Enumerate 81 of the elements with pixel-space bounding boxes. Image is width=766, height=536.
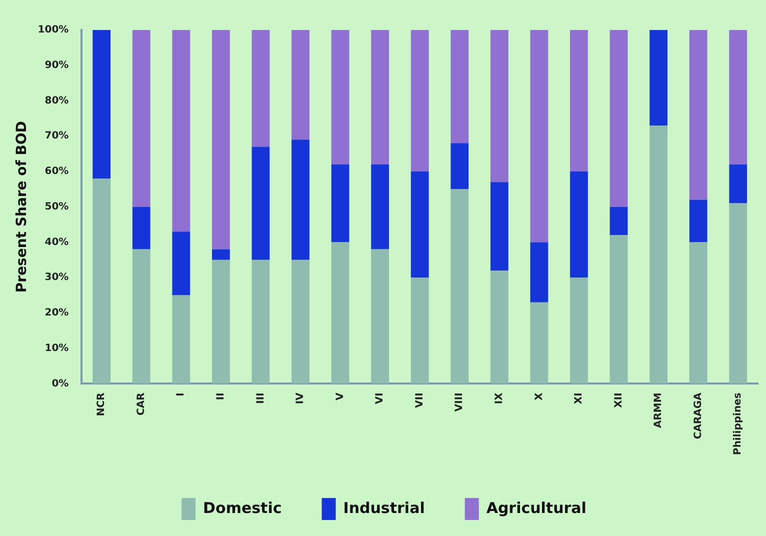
y-tick-label: 40% [44,236,69,248]
bar [729,164,748,204]
y-tick-label: 20% [44,308,69,319]
bar [610,30,628,207]
x-tick-label: X [534,392,545,400]
bar [610,206,628,236]
bar [371,30,390,164]
bar [689,242,708,384]
bar [490,182,508,270]
bar [92,178,111,384]
bar [530,302,548,384]
x-tick-label: Philippines [732,392,744,456]
bar [252,146,270,260]
y-tick-label: 50% [44,201,69,212]
x-tick-label: V [334,392,346,400]
bar [172,295,190,384]
x-tick-label: I [176,392,187,396]
bar [212,260,230,384]
x-tick-label: III [255,392,266,404]
y-tick-label: 10% [44,342,69,354]
bar [212,30,230,250]
bar [570,171,588,278]
y-tick-label: 0% [52,378,69,390]
bar [650,30,668,126]
bar [570,30,588,172]
bar [689,30,708,200]
bar [292,30,310,140]
y-tick-label: 90% [44,60,69,71]
x-tick-label: ARMM [653,392,664,428]
bar [371,164,390,250]
x-tick-label: IX [494,392,506,404]
bar [132,249,150,384]
bar [450,143,469,190]
x-tick-label: II [216,392,227,400]
bar [729,30,748,164]
bar [729,203,748,384]
bar [252,260,270,384]
bar [410,171,429,278]
y-axis-title: Present Share of BOD [14,121,30,293]
x-tick-label: CAR [136,392,147,416]
legend-label: Domestic [203,498,282,517]
bar [490,30,508,182]
bar [132,206,150,250]
bar [450,189,469,384]
x-tick-label: VII [414,392,426,408]
bar [172,30,190,232]
y-tick-label: 80% [44,95,69,106]
bar [410,278,429,384]
bar [212,249,230,260]
bar [530,30,548,242]
bar [172,232,190,296]
bar [610,235,628,384]
x-tick-label: IV [295,392,306,404]
bar [490,270,508,384]
bar [252,30,270,147]
legend-label: Industrial [343,498,425,517]
y-tick-label: 30% [44,272,69,284]
x-tick-label: XII [613,392,624,408]
bar [92,30,111,179]
bar [331,164,350,242]
bar [331,242,350,384]
bar [292,260,310,384]
bar [570,278,588,384]
bar [371,249,390,384]
y-tick-label: 70% [44,130,69,142]
x-tick-label: XI [574,392,585,404]
bar [650,125,668,384]
legend-label: Agricultural [486,498,586,517]
x-tick-label: CARAGA [692,392,704,440]
x-tick-label: VI [374,392,386,404]
x-tick-label: VIII [454,392,466,412]
bar [689,200,708,242]
bar [410,30,429,172]
y-tick-label: 100% [38,24,69,36]
x-tick-label: NCR [96,392,108,416]
bar [331,30,350,164]
bar [450,30,469,144]
bar [530,242,548,302]
bar [292,140,310,260]
bar [132,30,150,207]
y-tick-label: 60% [44,166,69,178]
